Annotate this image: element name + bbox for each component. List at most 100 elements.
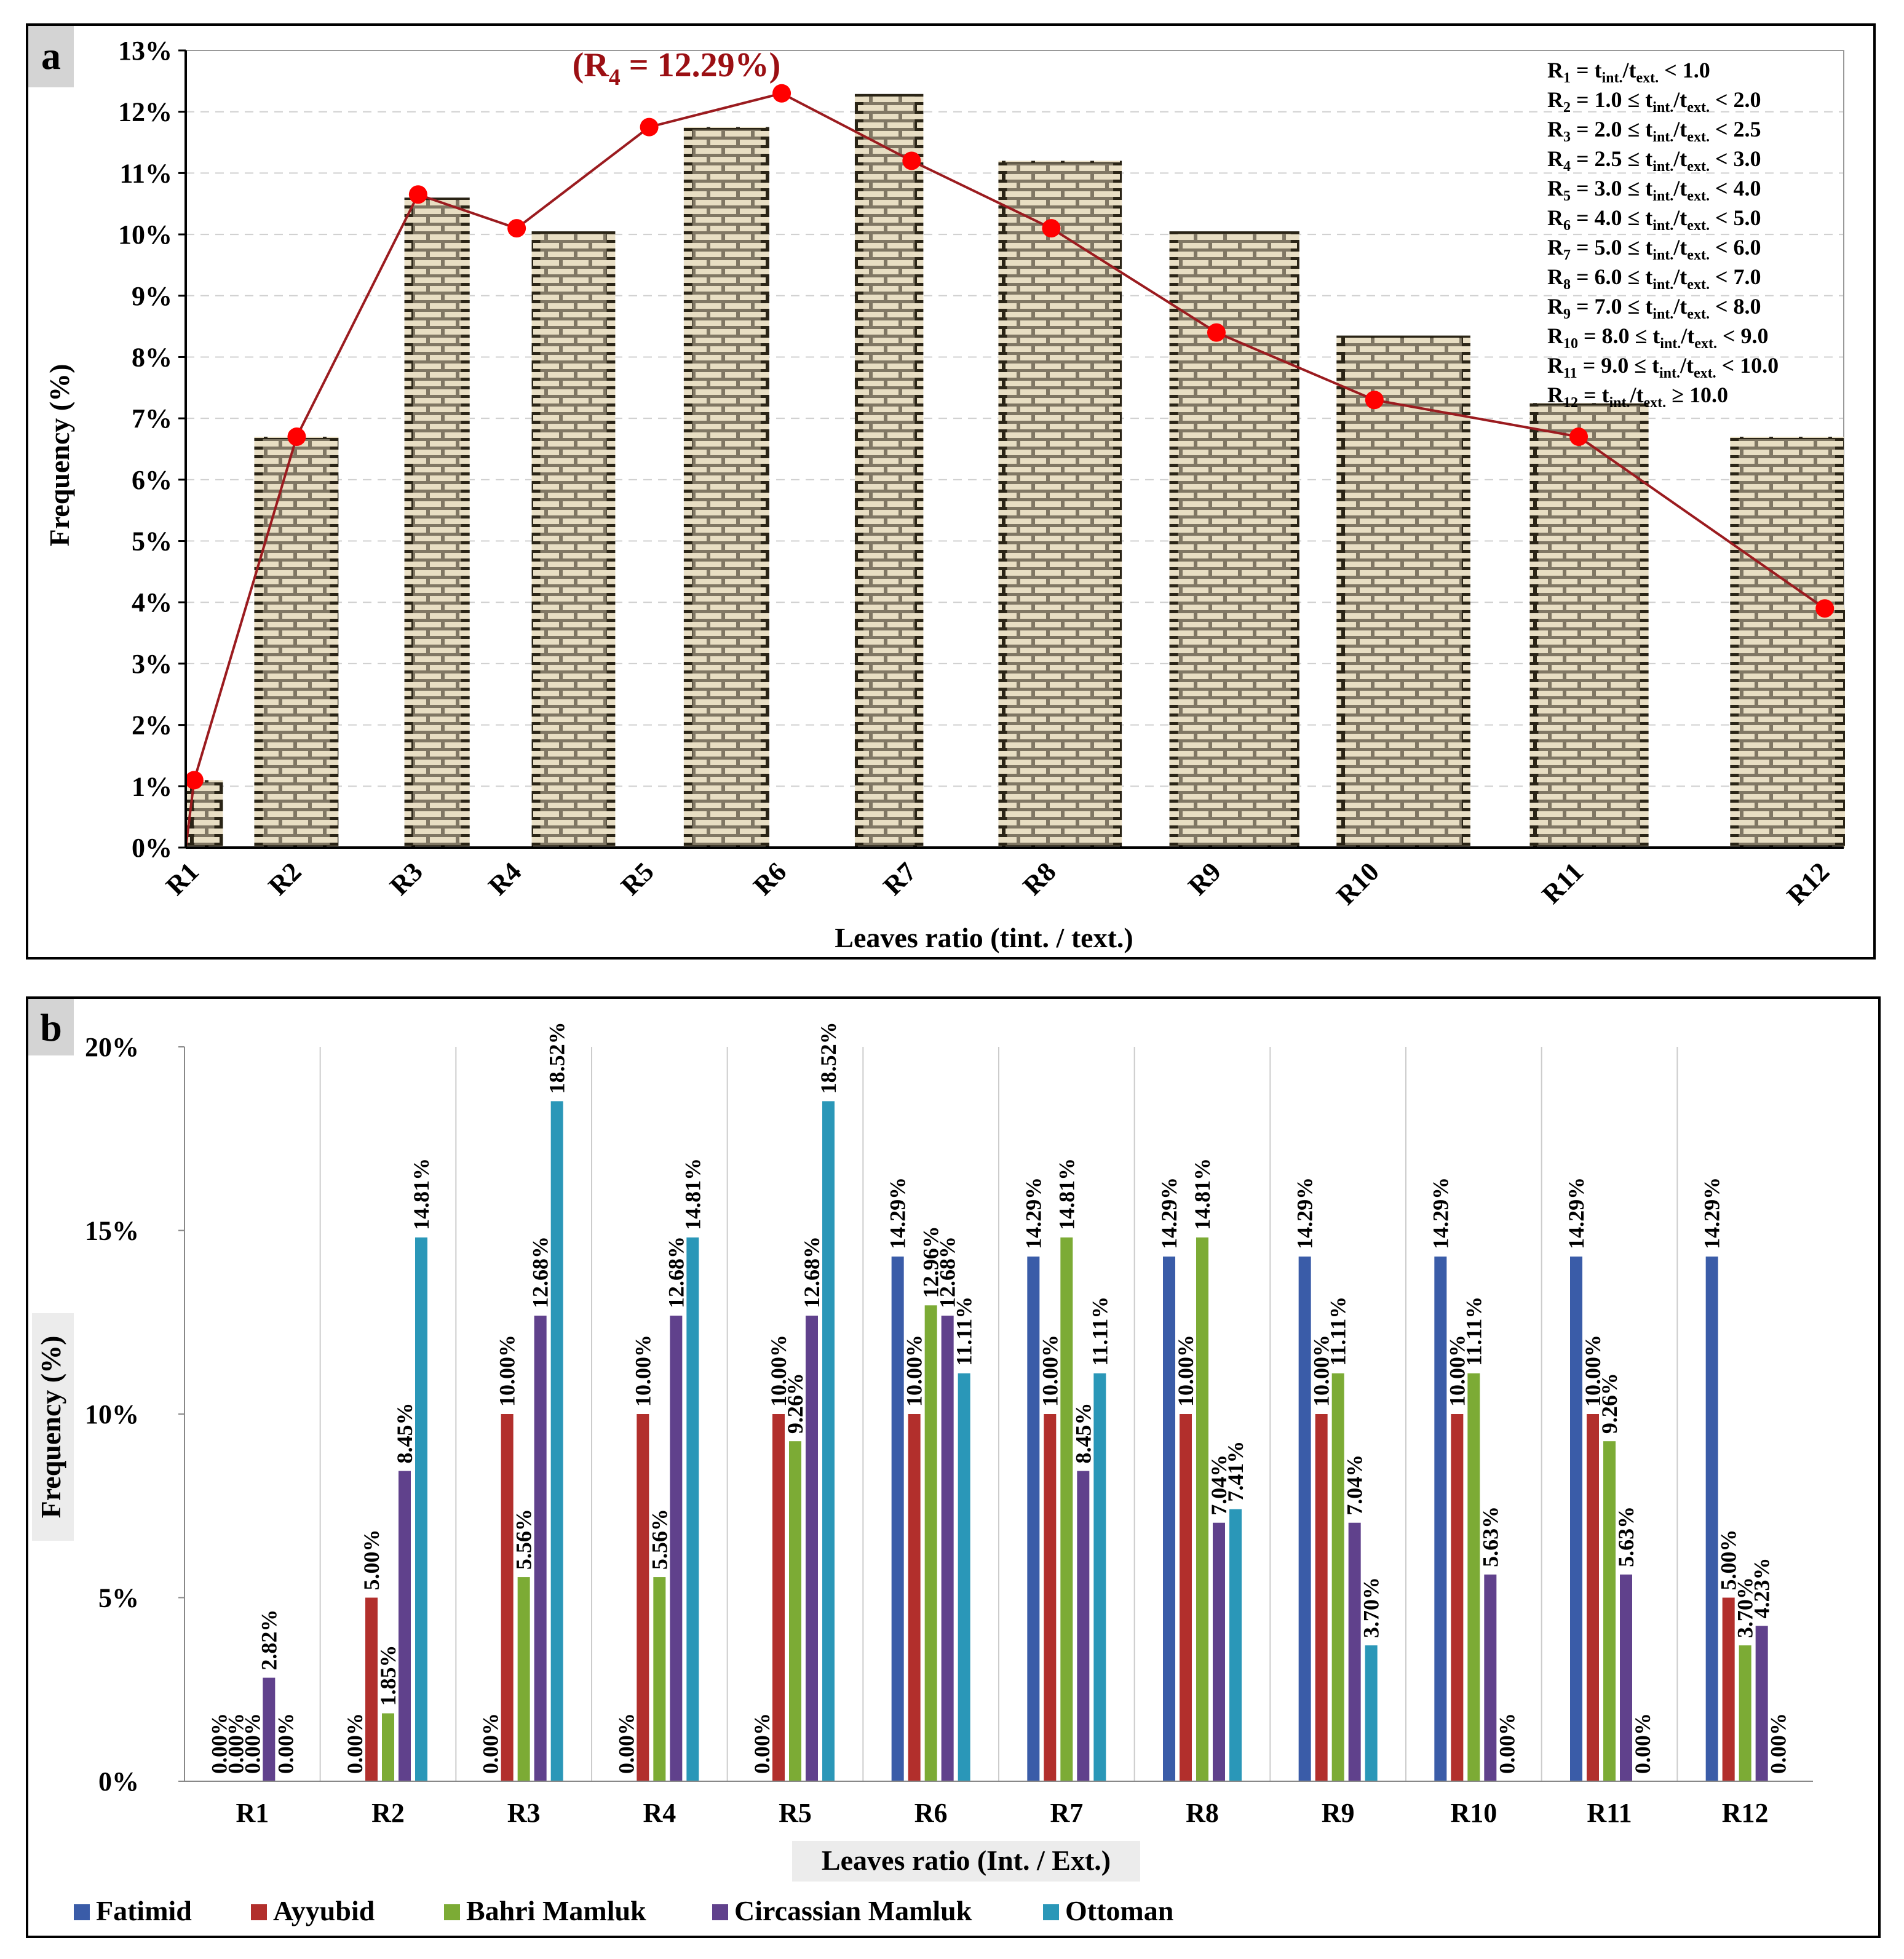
panel-a-x-axis-title: Leaves ratio (tint. / text.) xyxy=(835,922,1133,953)
range-slash: /t xyxy=(1622,58,1636,82)
bar-ayyubid-R9 xyxy=(1315,1414,1328,1781)
x-tick-label-b-R2: R2 xyxy=(371,1798,405,1828)
bar-ayyubid-R2 xyxy=(365,1597,378,1781)
data-label-circassian-mamluk-R12: 4.23% xyxy=(1750,1557,1774,1618)
x-tick-label-b-R11: R11 xyxy=(1587,1798,1632,1828)
data-label-circassian-mamluk-R4: 12.68% xyxy=(664,1236,688,1308)
data-label-ayyubid-R6: 10.00% xyxy=(902,1335,927,1407)
bar-face-R6 xyxy=(863,96,915,846)
y-tick-label-a-7: 7% xyxy=(132,403,172,434)
bar-face-R7 xyxy=(1007,163,1114,845)
trend-marker-R3 xyxy=(408,185,427,204)
data-label-bahri-mamluk-R2: 1.85% xyxy=(376,1645,400,1706)
bar-circassian-mamluk-R2 xyxy=(399,1471,411,1781)
range-t: t xyxy=(1645,117,1652,141)
bar-ayyubid-R7 xyxy=(1044,1414,1057,1781)
bar-ottoman-R2 xyxy=(415,1237,427,1781)
range-rest: < 2.0 xyxy=(1710,87,1761,112)
y-tick-label-b-1: 5% xyxy=(98,1583,139,1613)
trend-marker-R12 xyxy=(1815,599,1835,618)
data-label-bahri-mamluk-R4: 5.56% xyxy=(647,1509,672,1570)
range-t: t xyxy=(1645,264,1652,289)
range-r-sub: 11 xyxy=(1563,365,1577,381)
x-tick-label-b-R8: R8 xyxy=(1186,1798,1219,1828)
range-t-sub-ext: ext. xyxy=(1687,129,1710,145)
panel-a-y-ticks: 0% 1% 2% 3% 4% 5% 6% 7% 8% 9% 10% 11% 12% 13% xyxy=(118,36,186,863)
y-tick-label-a-6: 6% xyxy=(132,465,172,495)
data-label-fatimid-R8: 14.29% xyxy=(1157,1177,1181,1249)
range-slash: /t xyxy=(1673,294,1687,319)
panel-b: b 0.00%0.00%0.00%2.82%0.00% 0.00%5.00%1.8… xyxy=(26,996,1881,1938)
panel-a: a 0%1%2%3%4%5%6%7%8%9%10%11%12%13% R1 R2 R… xyxy=(26,23,1876,960)
range-body: = 5.0 ≤ xyxy=(1571,235,1645,260)
y-tick-label-a-13: 13% xyxy=(118,36,172,66)
range-slash: /t xyxy=(1680,324,1694,348)
trend-marker-R2 xyxy=(287,427,306,447)
panel-b-tag-bg xyxy=(28,999,74,1055)
data-label-bahri-mamluk-R3: 5.56% xyxy=(512,1509,536,1570)
range-t: t xyxy=(1595,58,1602,82)
range-t: t xyxy=(1602,383,1609,407)
data-label-bahri-mamluk-R12: 3.70% xyxy=(1733,1577,1758,1638)
range-rest: < 1.0 xyxy=(1659,58,1710,82)
range-t-sub-int: int. xyxy=(1652,188,1673,204)
data-label-ayyubid-R9: 10.00% xyxy=(1309,1335,1334,1407)
data-label-ayyubid-R10: 10.00% xyxy=(1445,1335,1469,1407)
x-tick-label-b-R4: R4 xyxy=(643,1798,676,1828)
range-t-sub-ext: ext. xyxy=(1636,70,1659,86)
bar-circassian-mamluk-R1 xyxy=(263,1677,276,1781)
data-label-ayyubid-R12: 5.00% xyxy=(1716,1530,1741,1591)
range-r: R xyxy=(1547,58,1564,82)
range-rest: < 7.0 xyxy=(1710,264,1761,289)
data-label-ottoman-R1: 0.00% xyxy=(273,1713,298,1774)
range-t-sub-ext: ext. xyxy=(1687,277,1710,293)
range-r-sub: 3 xyxy=(1563,129,1571,145)
data-label-circassian-mamluk-R6: 12.68% xyxy=(935,1236,960,1308)
range-t-sub-ext: ext. xyxy=(1687,159,1710,175)
x-tick-label-b-R6: R6 xyxy=(914,1798,948,1828)
range-r: R xyxy=(1547,353,1564,378)
bar-ottoman-R3 xyxy=(550,1101,563,1781)
range-body: = 2.0 ≤ xyxy=(1571,117,1645,141)
range-t-sub-ext: ext. xyxy=(1687,188,1710,204)
range-t: t xyxy=(1652,353,1659,378)
data-label-ottoman-R2: 14.81% xyxy=(409,1158,434,1230)
data-label-bahri-mamluk-R10: 11.11% xyxy=(1461,1297,1486,1366)
trend-marker-R8 xyxy=(1042,219,1061,238)
panel-a-y-axis-title: Frequency (%) xyxy=(44,364,75,547)
bar-face-R1 xyxy=(194,782,215,845)
x-tick-label-b-R12: R12 xyxy=(1722,1798,1769,1828)
range-r: R xyxy=(1547,383,1564,407)
data-label-ottoman-R3: 18.52% xyxy=(545,1022,569,1094)
bar-ayyubid-R6 xyxy=(908,1414,921,1781)
range-legend-line-10: R10 = 8.0 ≤ tint./text. < 9.0 xyxy=(1547,324,1768,352)
data-label-circassian-mamluk-R2: 8.45% xyxy=(392,1403,417,1464)
data-label-ayyubid-R4: 10.00% xyxy=(630,1335,655,1407)
range-r: R xyxy=(1547,294,1564,319)
trend-marker-R9 xyxy=(1207,323,1226,342)
data-label-bahri-mamluk-R5: 9.26% xyxy=(783,1373,807,1434)
range-t-sub-int: int. xyxy=(1652,247,1673,263)
trend-marker-R10 xyxy=(1365,391,1384,410)
data-label-fatimid-R3: 0.00% xyxy=(478,1713,503,1774)
range-r: R xyxy=(1547,324,1564,348)
bar-bahri-mamluk-R9 xyxy=(1331,1373,1344,1781)
y-tick-label-a-10: 10% xyxy=(118,220,172,250)
panel-b-y-axis-title: Frequency (%) xyxy=(35,1336,66,1519)
y-tick-label-a-9: 9% xyxy=(132,281,172,311)
panel-a-peak-annotation: (R4 = 12.29%) xyxy=(573,46,781,90)
trend-marker-R7 xyxy=(902,151,921,170)
bar-circassian-mamluk-R5 xyxy=(806,1316,818,1781)
bar-ottoman-R5 xyxy=(822,1101,835,1781)
bar-circassian-mamluk-R7 xyxy=(1077,1471,1090,1781)
data-label-bahri-mamluk-R1: 0.00% xyxy=(240,1713,264,1774)
data-label-ottoman-R6: 11.11% xyxy=(952,1297,977,1366)
range-t-sub-int: int. xyxy=(1602,70,1623,86)
range-t: t xyxy=(1645,294,1652,319)
range-legend-line-7: R7 = 5.0 ≤ tint./text. < 6.0 xyxy=(1547,235,1761,263)
x-tick-label-b-R10: R10 xyxy=(1450,1798,1497,1828)
y-tick-label-a-8: 8% xyxy=(132,342,172,372)
range-t-sub-int: int. xyxy=(1660,336,1681,352)
x-tick-label-b-R1: R1 xyxy=(236,1798,269,1828)
data-label-bahri-mamluk-R7: 14.81% xyxy=(1054,1158,1079,1230)
